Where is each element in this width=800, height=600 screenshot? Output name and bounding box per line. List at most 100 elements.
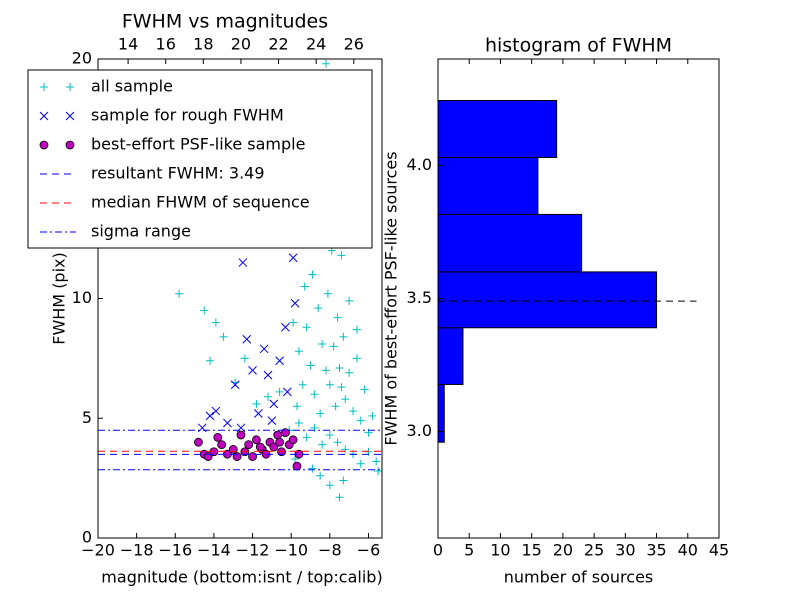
point: [335, 363, 344, 372]
legend-label: median FHWM of sequence: [91, 193, 310, 212]
point: [325, 431, 334, 440]
point: [275, 356, 284, 366]
point: [302, 433, 311, 442]
point: [292, 461, 302, 471]
x2-tick-label: 20: [231, 35, 251, 54]
x-tick-label: −10: [274, 541, 308, 560]
bar: [437, 156, 539, 215]
point: [252, 435, 261, 445]
bar: [437, 271, 658, 329]
point: [213, 433, 223, 442]
point: [316, 409, 325, 418]
x2-tick-label: 26: [344, 35, 364, 54]
point: [269, 442, 279, 452]
point: [345, 368, 354, 377]
legend-label: sample for rough FWHM: [91, 106, 284, 125]
point: [333, 438, 342, 447]
point: [39, 111, 49, 121]
point: [244, 440, 254, 449]
point: [356, 459, 365, 468]
point: [281, 322, 290, 332]
point: [175, 289, 184, 298]
point: [288, 435, 298, 445]
point: [325, 380, 334, 389]
point: [255, 442, 265, 452]
bar: [437, 327, 464, 385]
x2-tick-label: 14: [118, 35, 138, 54]
x2-tick-label: 18: [193, 35, 213, 54]
x-tick-label: 0: [433, 541, 443, 560]
point: [205, 411, 215, 421]
point: [252, 399, 261, 408]
point: [345, 296, 354, 305]
point: [232, 452, 242, 461]
legend-label: sigma range: [91, 222, 191, 241]
point: [242, 334, 252, 344]
point: [264, 392, 273, 401]
point: [314, 304, 323, 313]
point: [288, 253, 298, 263]
y-tick-label: 5: [82, 408, 92, 427]
x-tick-label: 45: [709, 541, 729, 560]
y-axis-label: FWHM (pix): [50, 252, 69, 345]
x-tick-label: 25: [584, 541, 604, 560]
y-axis-label: FWHM of best-effort PSF-like sources: [382, 151, 401, 445]
x-tick-label: −6: [357, 541, 381, 560]
point: [269, 399, 279, 409]
point: [211, 318, 220, 327]
point: [360, 385, 369, 394]
point: [194, 437, 203, 447]
axes: −20 −18 −16 −14 −12 −10 −8 −6 14 16 18 20 22 24 26 0 5 10…: [27, 11, 729, 587]
point: [318, 340, 327, 349]
point: [316, 471, 325, 480]
point: [308, 464, 317, 473]
x2-tick-label: 22: [268, 35, 288, 54]
point: [329, 342, 338, 351]
point: [248, 365, 257, 375]
x-axis-label: magnitude (bottom:isnt / top:calib): [101, 568, 382, 587]
x-tick-label: 40: [678, 541, 698, 560]
point: [240, 354, 249, 363]
x2-tick-label: 16: [156, 35, 176, 54]
point: [217, 440, 227, 449]
bar: [437, 100, 558, 158]
point: [39, 140, 49, 150]
point: [275, 387, 284, 396]
plot-area: [437, 100, 697, 443]
point: [294, 419, 303, 428]
chart-title: FWHM vs magnitudes: [122, 11, 328, 33]
point: [236, 430, 246, 440]
x2-tick-label: 24: [306, 35, 326, 54]
y-tick-label: 4.0: [407, 155, 432, 174]
point: [335, 493, 344, 502]
point: [65, 111, 75, 121]
x-tick-label: −12: [236, 541, 270, 560]
point: [321, 366, 330, 375]
point: [211, 406, 221, 416]
x-tick-label: 30: [615, 541, 635, 560]
point: [321, 59, 330, 68]
point: [341, 445, 350, 454]
point: [352, 325, 361, 334]
point: [291, 454, 300, 463]
point: [337, 383, 346, 392]
point: [259, 344, 269, 354]
point: [323, 289, 332, 298]
legend-box: [27, 69, 373, 249]
point: [289, 318, 298, 327]
point: [273, 430, 283, 440]
legend-label: all sample: [91, 77, 173, 96]
point: [292, 402, 301, 411]
y-tick-label: 0: [82, 528, 92, 547]
point: [300, 282, 309, 291]
y-tick-label: 20: [72, 49, 92, 68]
x-tick-label: −20: [81, 541, 115, 560]
x-tick-label: −18: [120, 541, 154, 560]
plot-area: [98, 59, 382, 502]
point: [341, 395, 350, 404]
point: [238, 258, 248, 267]
point: [282, 387, 292, 397]
point: [267, 416, 277, 425]
bar: [437, 213, 583, 273]
